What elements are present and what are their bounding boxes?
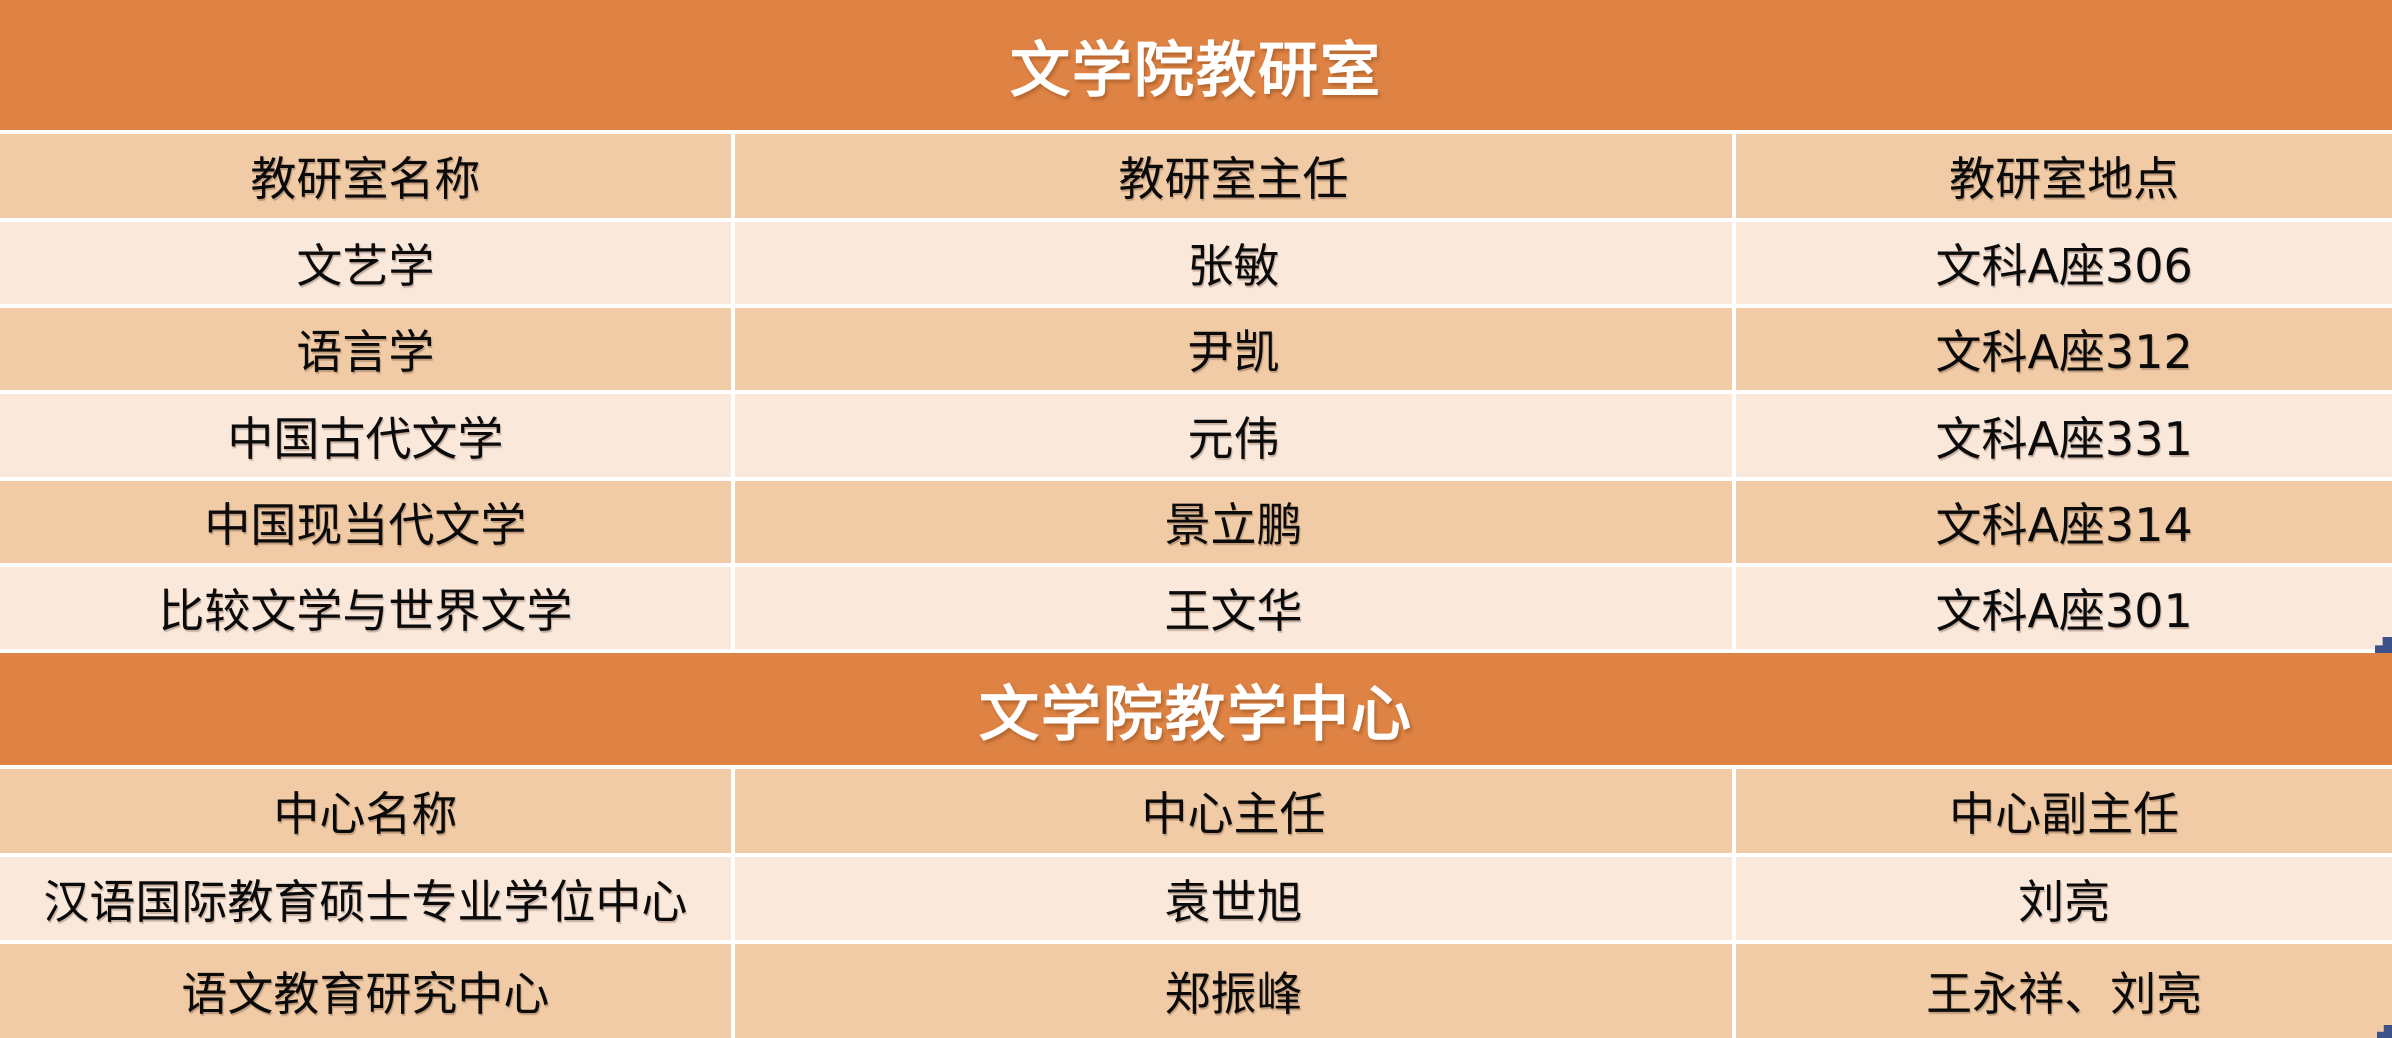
office-name: 中国现当代文学: [0, 481, 731, 563]
table-row: 文艺学 张敏 文科A座306: [0, 222, 2392, 304]
section1-header-row: 教研室名称 教研室主任 教研室地点: [0, 134, 2392, 218]
center-deputy: 王永祥、刘亮: [1736, 944, 2392, 1038]
office-location: 文科A座312: [1736, 308, 2392, 390]
office-name: 文艺学: [0, 222, 731, 304]
office-name: 语言学: [0, 308, 731, 390]
center-name: 语文教育研究中心: [0, 944, 731, 1038]
section2-col-header-director: 中心主任: [734, 769, 1733, 853]
office-name: 比较文学与世界文学: [0, 567, 731, 649]
office-location: 文科A座306: [1736, 222, 2392, 304]
office-location: 文科A座301: [1736, 567, 2392, 649]
section2-title: 文学院教学中心: [979, 679, 1413, 750]
office-location: 文科A座314: [1736, 481, 2392, 563]
office-director: 景立鹏: [734, 481, 1733, 563]
section1-col-header-location: 教研室地点: [1736, 134, 2392, 218]
table-row: 中国古代文学 元伟 文科A座331: [0, 394, 2392, 477]
office-director: 张敏: [734, 222, 1733, 304]
section2-title-bar: 文学院教学中心: [0, 653, 2392, 765]
table-row: 语文教育研究中心 郑振峰 王永祥、刘亮: [0, 944, 2392, 1038]
section1-title: 文学院教研室: [1010, 35, 1382, 106]
center-name: 汉语国际教育硕士专业学位中心: [0, 857, 731, 940]
table-row: 汉语国际教育硕士专业学位中心 袁世旭 刘亮: [0, 857, 2392, 940]
section2-header-row: 中心名称 中心主任 中心副主任: [0, 769, 2392, 853]
office-director: 尹凯: [734, 308, 1733, 390]
center-deputy: 刘亮: [1736, 857, 2392, 940]
center-director: 袁世旭: [734, 857, 1733, 940]
section2-col-header-name: 中心名称: [0, 769, 731, 853]
office-director: 王文华: [734, 567, 1733, 649]
table-row: 中国现当代文学 景立鹏 文科A座314: [0, 481, 2392, 563]
section1-col-header-director: 教研室主任: [734, 134, 1733, 218]
office-name: 中国古代文学: [0, 394, 731, 477]
section2-col-header-deputy: 中心副主任: [1736, 769, 2392, 853]
office-location: 文科A座331: [1736, 394, 2392, 477]
center-director: 郑振峰: [734, 944, 1733, 1038]
table-row: 语言学 尹凯 文科A座312: [0, 308, 2392, 390]
office-director: 元伟: [734, 394, 1733, 477]
section1-title-bar: 文学院教研室: [0, 0, 2392, 130]
section1-col-header-name: 教研室名称: [0, 134, 731, 218]
table-row: 比较文学与世界文学 王文华 文科A座301: [0, 567, 2392, 649]
